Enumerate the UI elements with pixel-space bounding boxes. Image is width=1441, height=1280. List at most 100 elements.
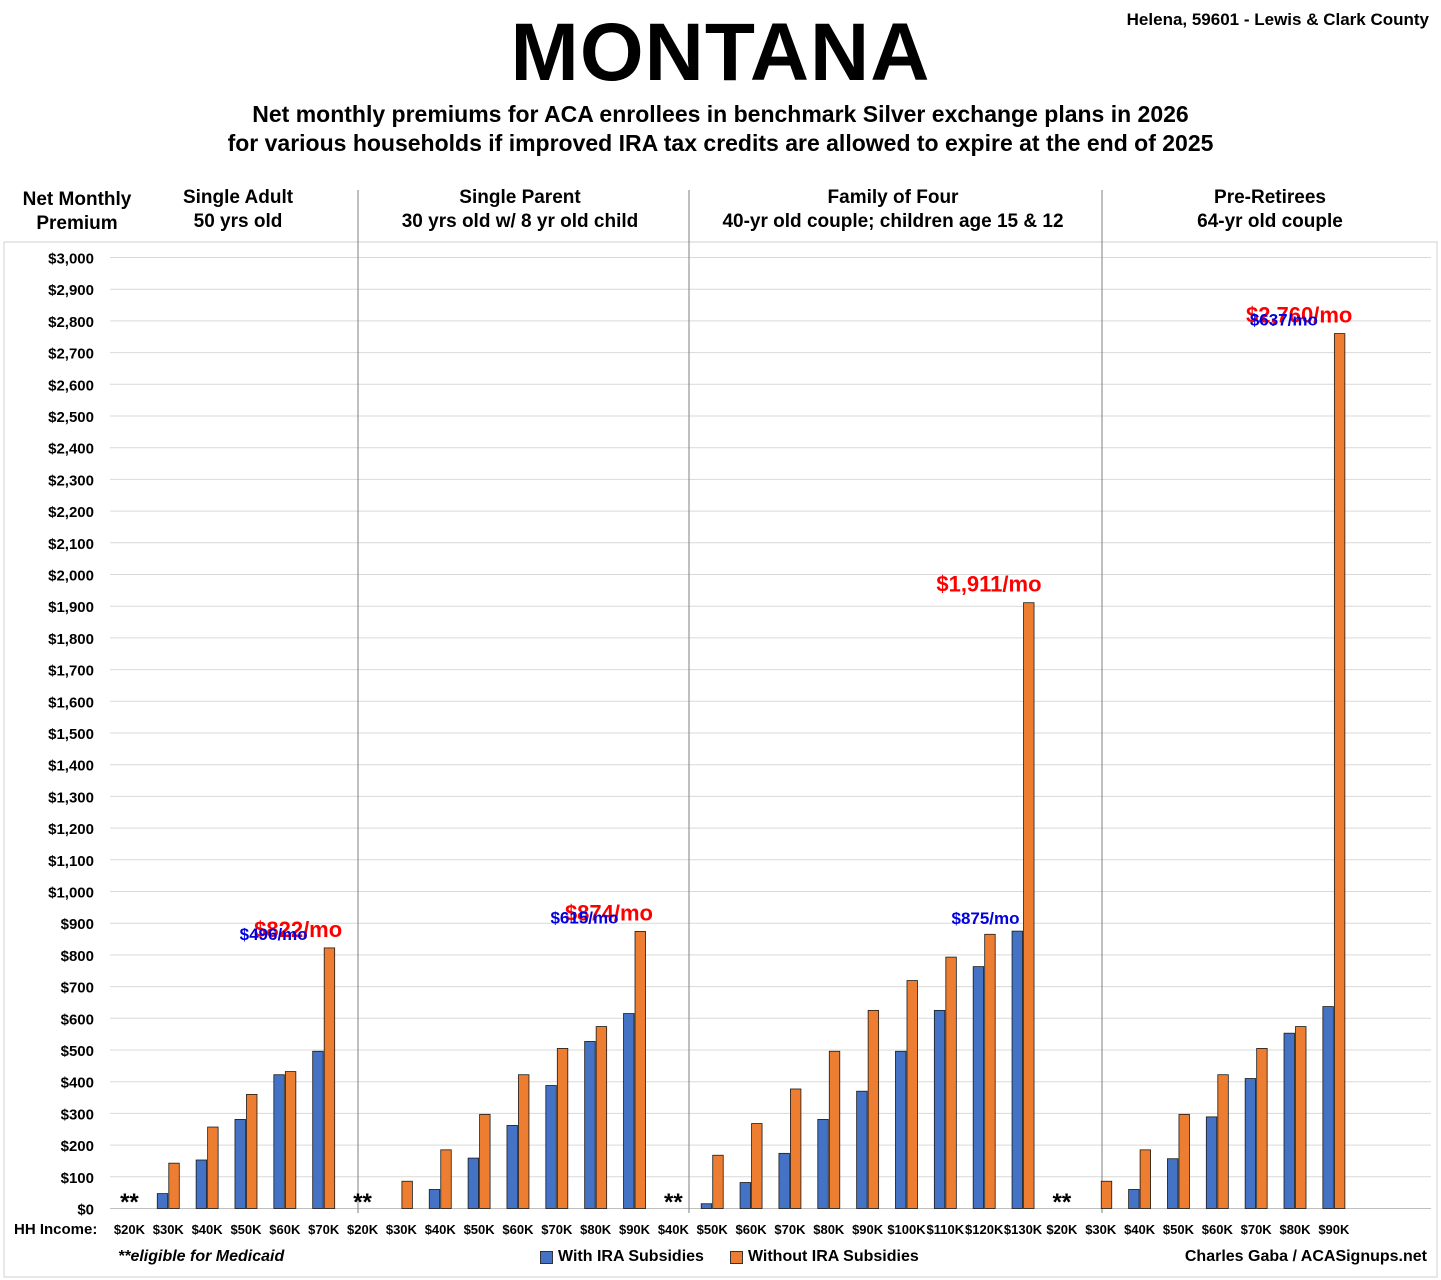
y-tick-label: $1,000	[48, 885, 94, 902]
group-title-line2: 64-yr old couple	[1197, 211, 1343, 232]
bar-with-subsidies	[817, 1119, 829, 1209]
y-tick-label: $2,100	[48, 536, 94, 553]
x-tick-label: $40K	[1124, 1222, 1156, 1237]
group-title-line1: Single Parent	[459, 187, 581, 208]
bar-with-subsidies	[895, 1050, 907, 1209]
bar-with-subsidies	[1167, 1158, 1179, 1209]
legend-item-without: Without IRA Subsidies	[729, 1248, 919, 1266]
x-tick-label: $20K	[347, 1222, 379, 1237]
x-tick-label: $70K	[541, 1222, 573, 1237]
bar-with-subsidies	[1322, 1006, 1334, 1209]
chart-subtitle-line2: for various households if improved IRA t…	[227, 130, 1214, 156]
x-tick-label: $20K	[114, 1222, 146, 1237]
chart-title: MONTANA	[510, 7, 931, 98]
y-tick-label: $2,800	[48, 314, 94, 331]
bar-without-subsidies	[479, 1113, 491, 1209]
y-tick-label: $300	[61, 1106, 94, 1123]
x-tick-label: $110K	[927, 1222, 965, 1237]
x-tick-label: $40K	[192, 1222, 224, 1237]
bar-without-subsidies	[246, 1093, 258, 1209]
y-tick-label: $1,200	[48, 821, 94, 838]
bar-with-subsidies	[506, 1125, 518, 1209]
bar-without-subsidies	[1217, 1074, 1229, 1209]
legend-swatch-without	[729, 1250, 743, 1264]
y-axis-title-line1: Net Monthly	[22, 189, 132, 210]
x-tick-label: $50K	[230, 1222, 262, 1237]
x-tick-label: $130K	[1004, 1222, 1043, 1237]
medicaid-footnote: **eligible for Medicaid	[118, 1248, 285, 1265]
annotation-without-subsidies: $874/mo	[565, 900, 653, 925]
x-tick-label: $120K	[965, 1222, 1004, 1237]
annotation-with-subsidies: $496/mo	[240, 925, 308, 944]
y-tick-label: $600	[61, 1011, 94, 1028]
bar-without-subsidies	[323, 947, 336, 1209]
medicaid-marker: **	[1053, 1189, 1072, 1216]
x-tick-label: $80K	[813, 1222, 845, 1237]
bar-without-subsidies	[945, 956, 957, 1209]
y-tick-label: $1,500	[48, 726, 94, 743]
bar-without-subsidies	[790, 1088, 802, 1209]
annotation-with-subsidies: $615/mo	[550, 908, 618, 927]
y-tick-label: $1,300	[48, 789, 94, 806]
y-tick-label: $2,600	[48, 377, 94, 394]
x-tick-label: $100K	[887, 1222, 926, 1237]
chart-subtitle-line1: Net monthly premiums for ACA enrollees i…	[252, 101, 1189, 127]
x-tick-label: $50K	[464, 1222, 496, 1237]
group-title-single-parent: Single Parent 30 yrs old w/ 8 yr old chi…	[360, 186, 680, 234]
x-tick-label: $90K	[619, 1222, 651, 1237]
bar-without-subsidies	[1256, 1048, 1268, 1209]
bar-with-subsidies	[739, 1182, 751, 1209]
y-tick-label: $2,400	[48, 441, 94, 458]
y-tick-label: $800	[61, 948, 94, 965]
bar-without-subsidies	[984, 933, 996, 1209]
x-tick-label: $60K	[502, 1222, 534, 1237]
bar-without-subsidies	[401, 1180, 413, 1209]
bar-with-subsidies	[195, 1159, 208, 1209]
annotation-without-subsidies: $822/mo	[254, 917, 342, 942]
y-tick-label: $2,700	[48, 346, 94, 363]
y-tick-label: $1,900	[48, 599, 94, 616]
y-tick-label: $500	[61, 1043, 94, 1060]
medicaid-marker: **	[664, 1189, 683, 1216]
y-tick-label: $3,000	[48, 251, 94, 268]
medicaid-marker: **	[353, 1189, 372, 1216]
x-tick-label: $90K	[852, 1222, 884, 1237]
x-tick-label: $80K	[1279, 1222, 1311, 1237]
bar-without-subsidies	[207, 1126, 219, 1209]
y-tick-label: $400	[61, 1075, 94, 1092]
y-tick-label: $1,100	[48, 853, 94, 870]
bar-with-subsidies	[234, 1119, 246, 1209]
annotation-without-subsidies: $1,911/mo	[936, 572, 1041, 597]
y-tick-label: $2,200	[48, 504, 94, 521]
bar-with-subsidies	[778, 1152, 790, 1209]
bar-without-subsidies	[284, 1071, 297, 1209]
x-tick-label: $50K	[697, 1222, 729, 1237]
medicaid-marker: **	[120, 1189, 139, 1216]
legend: With IRA Subsidies Without IRA Subsidies	[540, 1248, 919, 1266]
y-axis-title-line2: Premium	[36, 213, 118, 234]
y-tick-label: $2,000	[48, 568, 94, 585]
bar-without-subsidies	[751, 1123, 763, 1209]
x-tick-label: $80K	[580, 1222, 612, 1237]
y-axis-title: Net Monthly Premium	[4, 188, 150, 236]
x-tick-label: $30K	[153, 1222, 185, 1237]
bar-with-subsidies	[933, 1009, 946, 1209]
y-tick-label: $100	[61, 1170, 94, 1187]
bar-without-subsidies	[1139, 1149, 1152, 1209]
y-tick-label: $1,700	[48, 663, 94, 680]
bar-with-subsidies	[273, 1074, 285, 1209]
bar-with-subsidies	[428, 1189, 441, 1209]
group-title-family-of-four: Family of Four 40-yr old couple; childre…	[689, 186, 1097, 234]
bar-with-subsidies	[467, 1157, 480, 1209]
bar-without-subsidies	[556, 1048, 569, 1209]
bar-without-subsidies	[634, 931, 646, 1209]
bar-without-subsidies	[1333, 333, 1346, 1209]
bar-with-subsidies	[623, 1013, 635, 1209]
bar-without-subsidies	[828, 1050, 841, 1209]
bar-with-subsidies	[545, 1085, 557, 1209]
bar-with-subsidies	[1205, 1116, 1218, 1209]
x-tick-label: $40K	[425, 1222, 457, 1237]
location-label: Helena, 59601 - Lewis & Clark County	[1126, 10, 1429, 29]
group-title-single-adult: Single Adult 50 yrs old	[110, 186, 366, 234]
bar-without-subsidies	[867, 1009, 880, 1209]
